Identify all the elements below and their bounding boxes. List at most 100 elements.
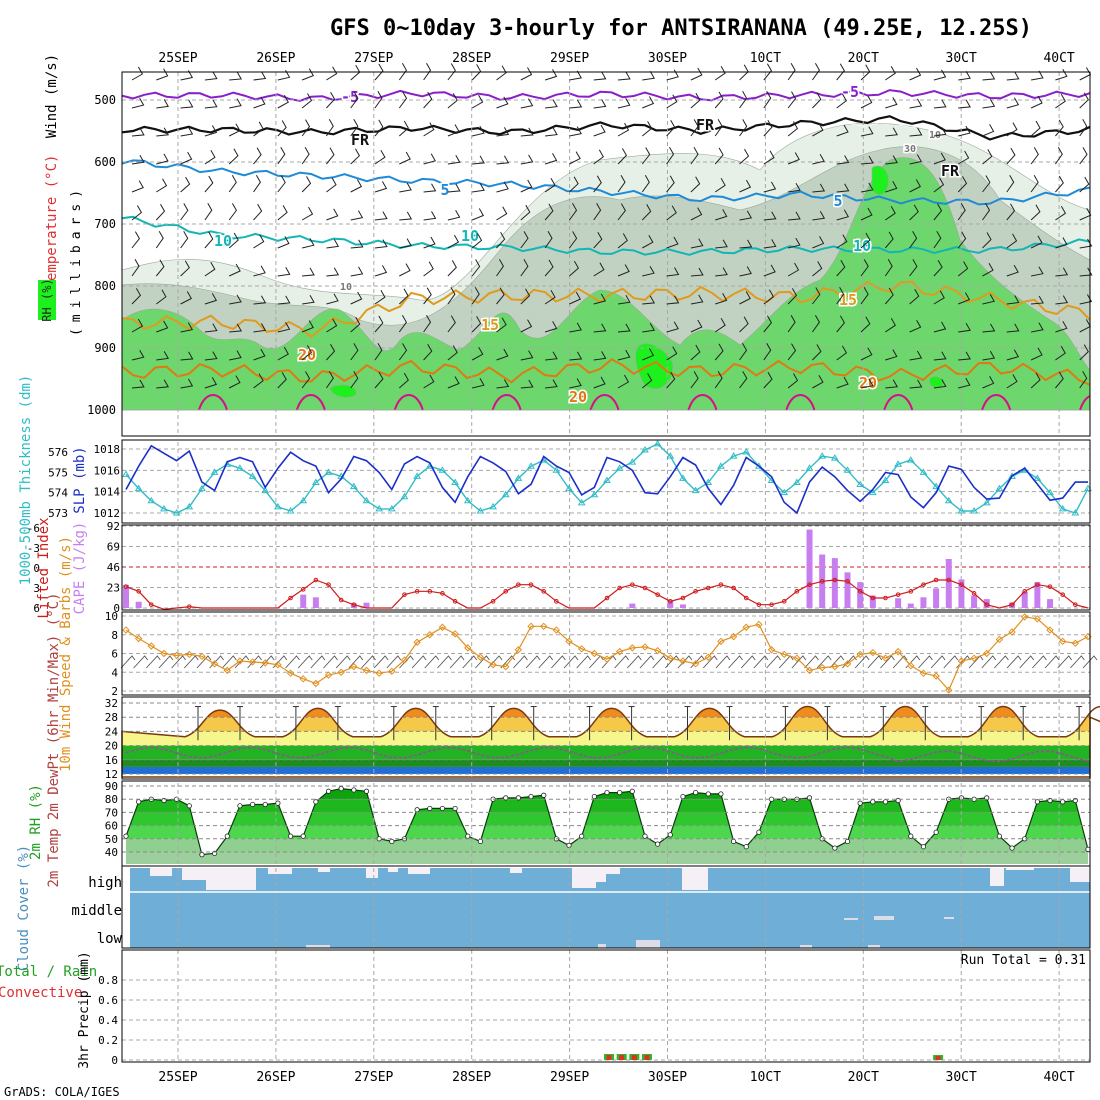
lifted-index-point <box>604 595 610 601</box>
wind-barb <box>982 202 991 221</box>
temp-line <box>121 705 1100 778</box>
wind-barb <box>958 292 971 305</box>
isotherm-25 <box>589 394 620 411</box>
wind-barb <box>326 293 339 305</box>
thickness-point <box>906 456 915 463</box>
wind-barb <box>447 260 457 277</box>
wind-barb <box>1079 371 1088 389</box>
wind-barb <box>690 92 701 109</box>
wind-barb <box>544 69 558 81</box>
surface-wind-barb <box>234 655 250 669</box>
wind-tick-label: 10 <box>105 610 118 623</box>
wind-barb <box>204 150 216 165</box>
thickness-point <box>970 506 978 514</box>
surface-wind-barb <box>1019 655 1035 669</box>
wind-barb <box>933 230 942 249</box>
wind-barb <box>131 66 144 81</box>
cape-bar <box>831 558 838 608</box>
cape-tick-label: 0 <box>113 602 120 615</box>
rh-point <box>1060 799 1066 805</box>
wind-barb <box>447 286 456 305</box>
wind-barb <box>763 150 775 165</box>
wind-barb <box>131 349 145 361</box>
wind-barb <box>787 62 796 81</box>
wind-barb <box>739 371 748 389</box>
wind-barb <box>860 259 869 277</box>
wind-barb <box>982 124 995 137</box>
wind-barb <box>714 147 724 165</box>
wind-barb <box>1079 67 1092 81</box>
isotherm-25 <box>981 394 1012 411</box>
axis-label: Wind (m/s) <box>44 54 60 138</box>
wind-speed-point <box>248 658 257 666</box>
wind-speed-point <box>451 630 459 638</box>
wind-barb <box>763 63 773 81</box>
axis-label: Total / Rain <box>0 964 97 980</box>
wind-speed-point <box>400 656 409 664</box>
wind-barb <box>593 124 606 137</box>
wind-barb <box>180 126 194 137</box>
wind-barb <box>933 152 946 165</box>
wind-barb <box>520 231 529 249</box>
wind-barb <box>350 179 363 193</box>
thickness-point <box>995 484 1004 492</box>
wind-speed-point <box>742 623 750 631</box>
wind-barb <box>398 372 409 389</box>
wind-barb <box>131 97 145 109</box>
temp-tick-label: 20 <box>105 740 118 753</box>
wind-barb <box>957 176 968 193</box>
wind-barb <box>374 315 384 333</box>
wind-barb <box>277 175 286 193</box>
wind-barb <box>569 99 583 109</box>
rh-point <box>642 833 648 839</box>
wind-barb <box>593 323 607 333</box>
wind-barb <box>423 153 436 165</box>
precip-convective-bar <box>644 1055 650 1060</box>
thickness-point <box>679 474 687 481</box>
wind-barb <box>1031 266 1044 277</box>
wind-barb <box>399 238 412 249</box>
isotherm-25 <box>687 394 718 411</box>
wind-barb <box>666 371 676 389</box>
wind-barb <box>617 374 630 389</box>
wind-barb <box>155 230 164 249</box>
thickness-point <box>248 472 257 479</box>
surface-wind-barb <box>791 655 807 669</box>
thickness-point <box>932 482 940 490</box>
wind-barb <box>228 123 241 137</box>
upper-air-inner <box>122 89 1090 411</box>
wind-barb <box>763 211 777 221</box>
wind-barb <box>1006 97 1020 109</box>
wind-barb <box>787 373 799 389</box>
wind-barb <box>739 316 749 333</box>
wind-barb <box>180 203 189 221</box>
lifted-index-point <box>971 591 977 596</box>
cape-bar <box>958 579 965 608</box>
lifted-index-point <box>883 595 888 601</box>
high-cloud-gap <box>510 868 522 873</box>
cloud-gap <box>874 916 894 920</box>
precip-convective-bar <box>631 1055 637 1060</box>
wind-barb <box>885 66 896 81</box>
wind-barb <box>690 238 704 249</box>
wind-barb <box>301 371 311 389</box>
wind-barb <box>156 68 169 81</box>
wind-speed-point <box>653 646 662 655</box>
temp-tick-label: 16 <box>105 754 118 767</box>
date-label-bottom: 29SEP <box>550 1070 589 1085</box>
wind-barb <box>374 211 388 221</box>
wind-barb <box>398 315 407 333</box>
wind-barb <box>545 379 558 389</box>
contour-label: FR <box>696 116 715 134</box>
wind-barb <box>909 67 922 81</box>
wind-barb <box>544 259 554 277</box>
wind-barb <box>253 71 267 81</box>
wind-barb <box>423 343 433 361</box>
thickness-point <box>615 464 624 471</box>
wind-barb <box>496 317 507 333</box>
wind-barb <box>277 70 291 81</box>
rh-point <box>870 799 876 805</box>
rh-tick-label: 80 <box>105 793 118 806</box>
wind-barb <box>885 349 898 361</box>
lifted-index-point <box>756 602 762 607</box>
